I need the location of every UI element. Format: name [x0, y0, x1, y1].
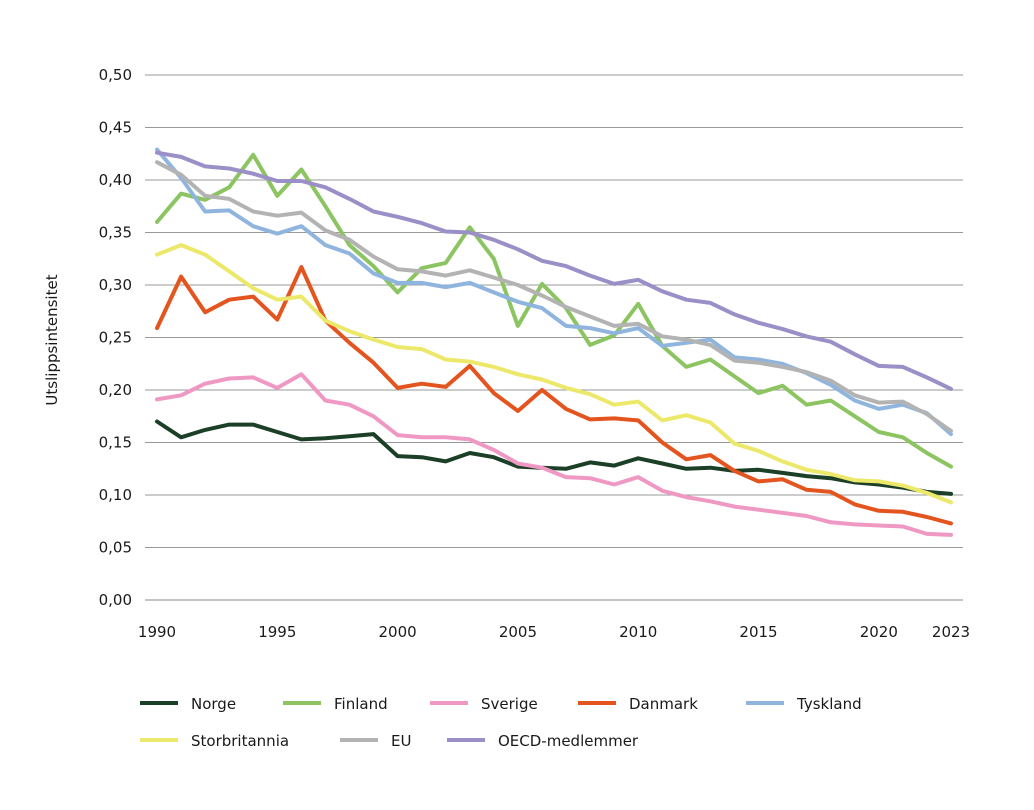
y-tick-label: 0,40 — [99, 171, 132, 189]
y-tick-label: 0,45 — [99, 119, 132, 137]
y-tick-label: 0,15 — [99, 434, 132, 452]
y-tick-label: 0,30 — [99, 276, 132, 294]
series-line-finland — [155, 152, 953, 469]
legend-item: Sverige — [430, 695, 538, 713]
x-tick-label: 2015 — [739, 623, 777, 641]
x-tick-label: 2010 — [619, 623, 657, 641]
legend: Norge Finland Sverige Danmark Tyskland Storbr… — [140, 695, 862, 750]
x-tick-label: 1990 — [138, 623, 176, 641]
x-tick-label: 2020 — [860, 623, 898, 641]
legend-item: Norge — [140, 695, 236, 713]
series-line-storbritannia — [155, 243, 953, 505]
legend-item: OECD-medlemmer — [447, 732, 639, 750]
legend-item: Danmark — [578, 695, 698, 713]
legend-label: Tyskland — [796, 695, 862, 713]
legend-label: Danmark — [629, 695, 698, 713]
series-line-sverige — [155, 372, 953, 537]
y-tick-label: 0,35 — [99, 224, 132, 242]
series-line-eu — [155, 160, 953, 433]
legend-label: Sverige — [481, 695, 538, 713]
y-tick-labels: 0,00 0,05 0,10 0,15 0,20 0,25 0,30 0,35 0,40 0,45… — [99, 66, 132, 609]
x-tick-label: 1995 — [258, 623, 296, 641]
x-tick-label: 2005 — [499, 623, 537, 641]
legend-label: Storbritannia — [191, 732, 289, 750]
y-tick-label: 0,05 — [99, 539, 132, 557]
y-tick-label: 0,20 — [99, 381, 132, 399]
legend-item: Finland — [283, 695, 388, 713]
x-tick-labels: 1990 1995 2000 2005 2010 2015 2020 2023 — [138, 623, 970, 641]
y-tick-label: 0,10 — [99, 486, 132, 504]
y-tick-label: 0,25 — [99, 329, 132, 347]
legend-label: EU — [391, 732, 411, 750]
series-line-oecd-medlemmer — [155, 150, 953, 391]
legend-item: EU — [340, 732, 411, 750]
legend-label: OECD-medlemmer — [498, 732, 639, 750]
x-tick-label: 2023 — [932, 623, 970, 641]
y-tick-label: 0,00 — [99, 591, 132, 609]
series-line-norge — [155, 419, 953, 496]
legend-label: Finland — [334, 695, 388, 713]
legend-label: Norge — [191, 695, 236, 713]
legend-item: Storbritannia — [140, 732, 289, 750]
series-line-tyskland — [155, 147, 953, 437]
series-line-danmark — [155, 265, 953, 526]
gridlines — [145, 74, 963, 601]
y-axis-label: Utslippsintensitet — [43, 274, 61, 405]
x-tick-label: 2000 — [379, 623, 417, 641]
legend-item: Tyskland — [746, 695, 862, 713]
series-lines — [155, 147, 953, 537]
y-tick-label: 0,50 — [99, 66, 132, 84]
